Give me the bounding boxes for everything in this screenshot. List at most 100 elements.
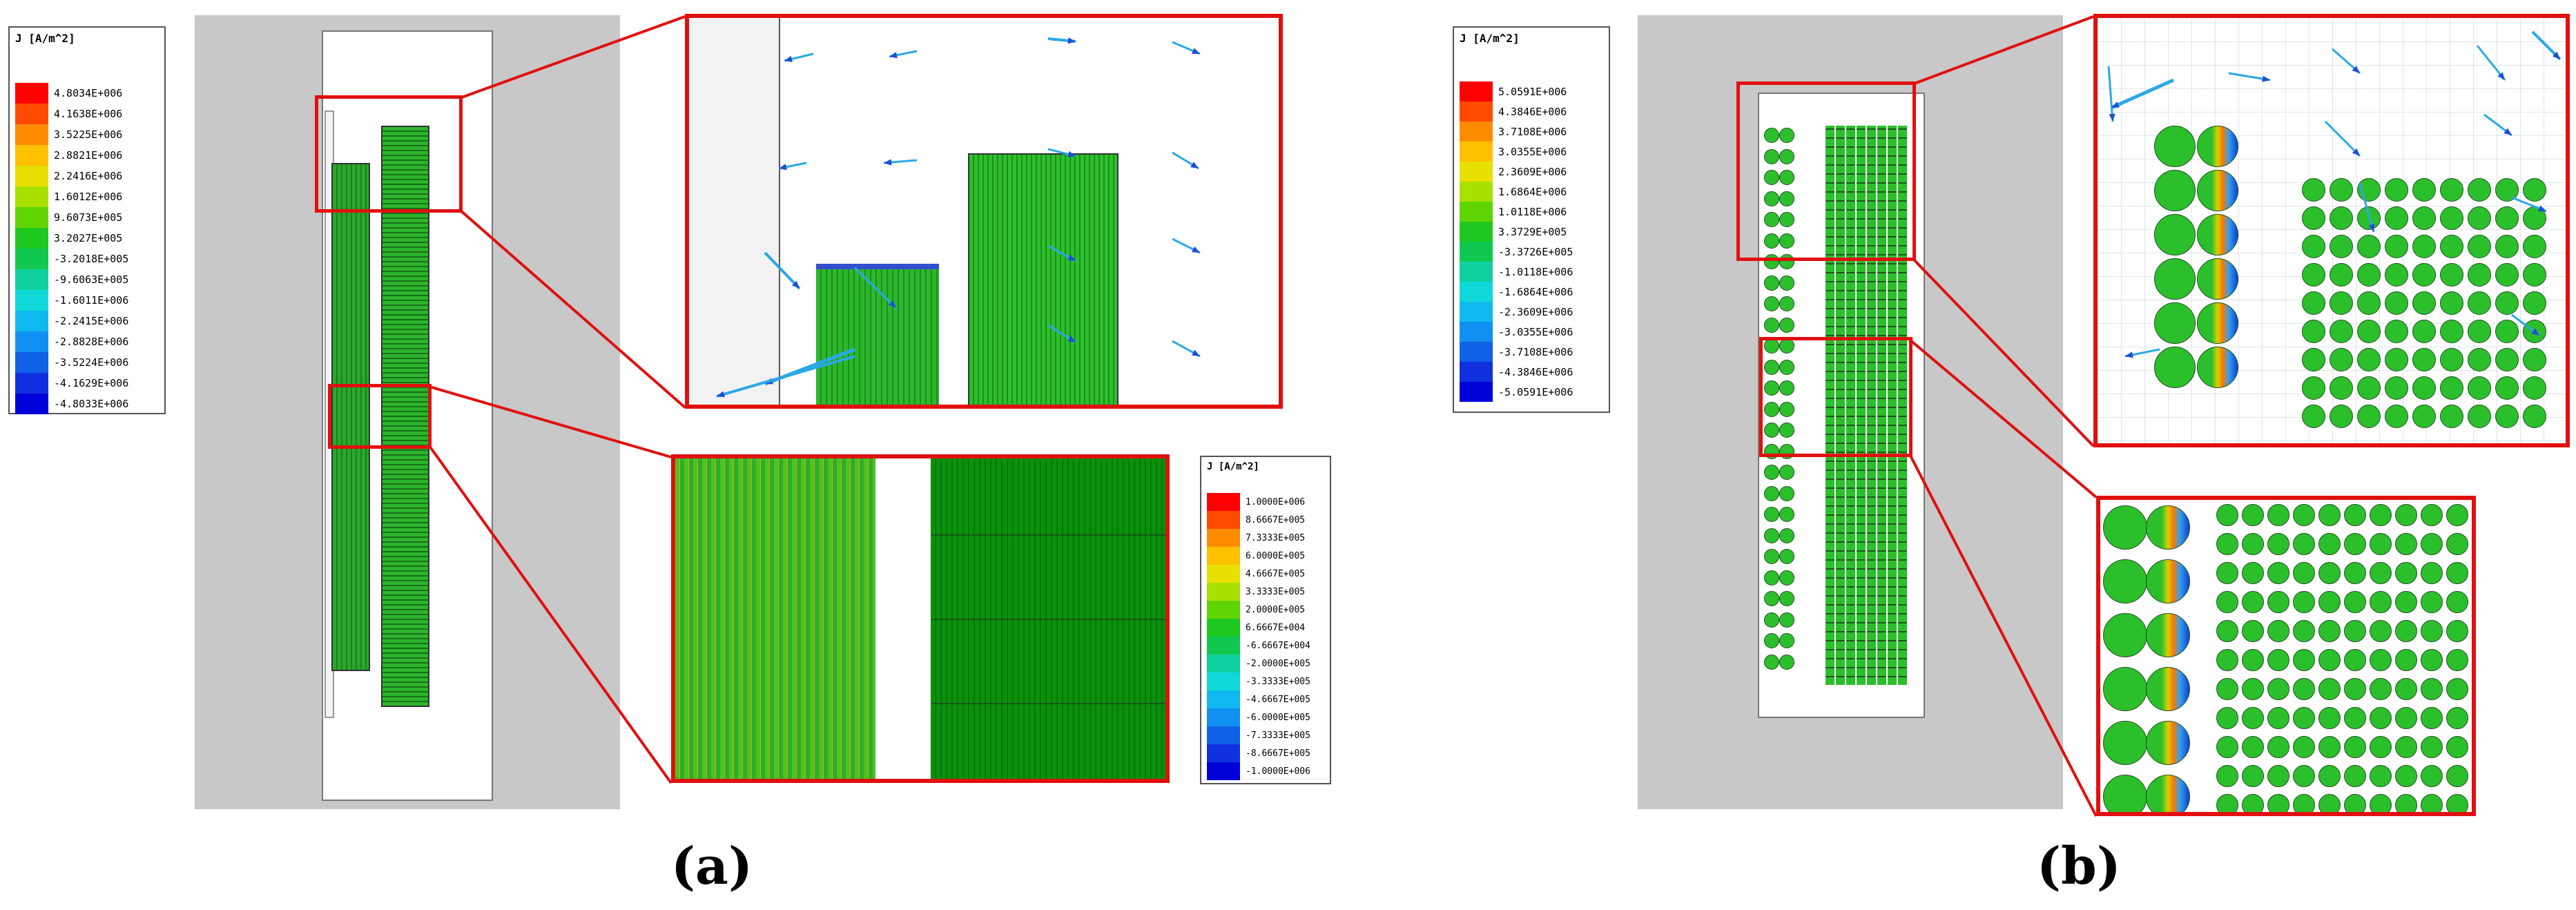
- conductor-strand: [2197, 170, 2238, 211]
- conductor-strand-small: [2440, 178, 2463, 202]
- legend-value: -3.3333E+005: [1246, 676, 1310, 687]
- conductor-strand-small: [2446, 649, 2468, 671]
- legend-swatch: [1207, 565, 1240, 583]
- legend-swatch: [15, 124, 48, 145]
- legend-value: 5.0591E+006: [1498, 85, 1567, 98]
- conductor-strand-small: [2330, 320, 2353, 343]
- legend-row: -2.3609E+006: [1460, 302, 1573, 322]
- field-arrow-head: [1192, 349, 1200, 356]
- conductor-strand-small: [2446, 533, 2468, 555]
- legend-row: 1.6864E+006: [1460, 182, 1567, 202]
- legend-row: -8.6667E+005: [1207, 744, 1310, 762]
- conductor-strand-small: [2495, 376, 2519, 400]
- conductor-strand: [1779, 465, 1794, 480]
- conductor-strand: [1779, 359, 1794, 375]
- conductor-strand-small: [2318, 794, 2341, 812]
- conductor-strand-small: [2357, 291, 2381, 315]
- legend-row: 5.0591E+006: [1460, 81, 1567, 101]
- legend-swatch: [15, 207, 48, 228]
- legend-value: -1.0000E+006: [1246, 766, 1310, 777]
- conductor-strand-small: [2302, 206, 2325, 230]
- conductor-strand-small: [2440, 405, 2463, 428]
- conductor-strand-small: [2495, 263, 2519, 287]
- conductor-strand-small: [2495, 235, 2519, 258]
- conductor-column-b: [1898, 126, 1907, 685]
- conductor-strand-small: [2523, 263, 2546, 287]
- conductor-strand-small: [2344, 765, 2366, 787]
- zoom-top-a: [685, 14, 1283, 409]
- conductor-strand-small: [2293, 794, 2315, 812]
- legend-value: 1.6864E+006: [1498, 185, 1567, 198]
- legend-value: 2.0000E+005: [1246, 604, 1306, 615]
- conductor-strand-small: [2318, 533, 2341, 555]
- legend-row: 2.8821E+006: [15, 145, 122, 166]
- conductor-strand-small: [2385, 178, 2408, 202]
- legend-swatch: [1460, 81, 1493, 101]
- conductor-strand-small: [2385, 291, 2408, 315]
- legend-value: 3.5225E+006: [54, 128, 123, 141]
- field-arrow: [716, 355, 855, 398]
- legend-value: 6.0000E+005: [1246, 550, 1306, 561]
- conductor-strand-small: [2344, 736, 2366, 758]
- legend-swatch: [15, 228, 48, 249]
- conductor-strand-small: [2293, 533, 2315, 555]
- conductor-strand: [1779, 654, 1794, 670]
- legend-value: 3.7108E+006: [1498, 125, 1567, 138]
- legend-value: 4.1638E+006: [54, 108, 123, 120]
- field-arrow-head: [784, 55, 793, 62]
- legend-row: 1.0000E+006: [1207, 493, 1305, 511]
- conductor-column-b: [1888, 126, 1897, 685]
- conductor-strand-small: [2293, 562, 2315, 584]
- field-arrow-head: [2552, 51, 2560, 59]
- legend-swatch: [1207, 637, 1240, 655]
- field-arrow-head: [2531, 328, 2539, 336]
- conductor-strand-small: [2468, 291, 2491, 315]
- legend-row: -2.2415E+006: [15, 311, 128, 331]
- conductor-strand: [2146, 559, 2190, 603]
- conductor-strand-small: [2395, 678, 2417, 700]
- conductor-strand-small: [2318, 620, 2341, 642]
- conductor-strand-small: [2267, 533, 2289, 555]
- legend-swatch: [15, 311, 48, 331]
- legend-swatch: [1460, 101, 1493, 122]
- conductor-strand-small: [2421, 620, 2443, 642]
- conductor-strand-small: [2293, 504, 2315, 526]
- conductor-strand-small: [2395, 562, 2417, 584]
- conductor-strand-small: [2242, 678, 2264, 700]
- legend-swatch: [1207, 655, 1240, 672]
- legend-swatch: [1460, 382, 1493, 402]
- legend-b-main: J [A/m^2] 5.0591E+006 4.3846E+006 3.7108E+…: [1453, 26, 1610, 413]
- conductor-strand-small: [2267, 620, 2289, 642]
- conductor-strand-small: [2468, 348, 2491, 371]
- conductor-strand: [2197, 302, 2238, 344]
- conductor-strand-small: [2318, 707, 2341, 729]
- zoom-top-b-arrows: [2107, 30, 2562, 358]
- conductor-column-b: [1877, 126, 1886, 685]
- conductor-strand: [1764, 170, 1779, 185]
- legend-row: 2.0000E+005: [1207, 601, 1305, 619]
- conductor-strand-small: [2523, 178, 2546, 202]
- legend-a-main-title: J [A/m^2]: [15, 32, 75, 45]
- conductor-strand-small: [2302, 348, 2325, 371]
- field-arrow: [2107, 66, 2114, 122]
- conductor-strand-small: [2468, 320, 2491, 343]
- legend-swatch: [1460, 282, 1493, 302]
- conductor-strand-small: [2395, 794, 2417, 812]
- conductor-strand-small: [2302, 263, 2325, 287]
- conductor-column-b: [1846, 126, 1855, 685]
- conductor-column-b: [1857, 126, 1866, 685]
- conductor-strand-small: [2446, 562, 2468, 584]
- legend-row: -6.0000E+005: [1207, 708, 1310, 726]
- conductor-strand-small: [2370, 707, 2392, 729]
- legend-row: -3.7108E+006: [1460, 342, 1573, 362]
- legend-row: 9.6073E+005: [15, 207, 122, 228]
- legend-swatch: [15, 145, 48, 166]
- conductor-strand: [1779, 148, 1794, 164]
- zoom-bottom-a-gap: [875, 458, 931, 779]
- conductor-strand: [1779, 401, 1794, 417]
- conductor-strand-small: [2385, 405, 2408, 428]
- legend-a-zoom-box: J [A/m^2] 1.0000E+006 8.6667E+005 7.3333E+…: [1200, 456, 1331, 784]
- conductor-strand-small: [2468, 235, 2491, 258]
- conductor-strand-small: [2357, 405, 2381, 428]
- conductor-strand-small: [2267, 562, 2289, 584]
